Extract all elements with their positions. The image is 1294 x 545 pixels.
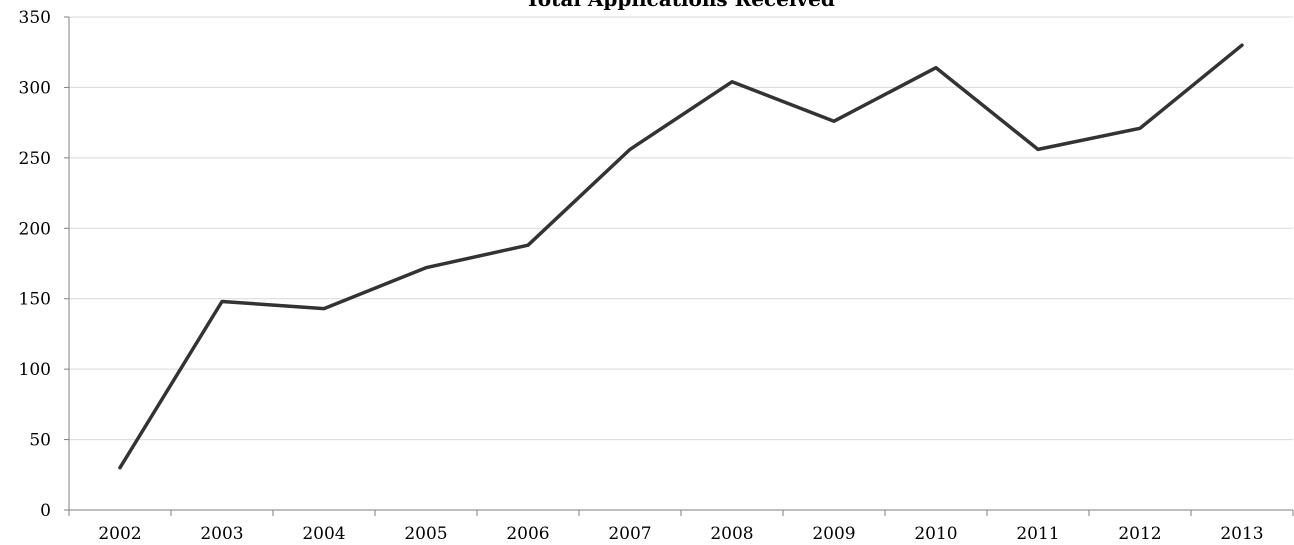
y-tick-label: 0 — [40, 501, 51, 521]
y-tick-label: 50 — [29, 431, 51, 451]
y-tick-label: 250 — [19, 149, 51, 169]
chart-title: Total Applications Received — [525, 0, 835, 11]
x-tick-label: 2003 — [200, 524, 243, 544]
x-tick-label: 2007 — [608, 524, 651, 544]
x-tick-label: 2012 — [1118, 524, 1161, 544]
gridlines — [69, 16, 1293, 441]
y-tick-label: 100 — [19, 360, 51, 380]
x-tick-label: 2009 — [812, 524, 855, 544]
y-tick-label: 150 — [19, 290, 51, 310]
x-tick-label: 2011 — [1016, 524, 1059, 544]
y-tick-label: 350 — [19, 8, 51, 28]
y-tick-label: 200 — [19, 219, 51, 239]
y-tick-label: 300 — [19, 78, 51, 98]
x-tick-label: 2008 — [710, 524, 753, 544]
x-tick-label: 2004 — [302, 524, 345, 544]
series-layer — [118, 43, 1244, 470]
axes — [64, 16, 1294, 516]
x-tick-label: 2006 — [506, 524, 549, 544]
x-tick-label: 2005 — [404, 524, 447, 544]
x-tick-label: 2013 — [1220, 524, 1263, 544]
x-tick-label: 2010 — [914, 524, 957, 544]
x-tick-label: 2002 — [98, 524, 141, 544]
series-line — [118, 43, 1244, 470]
tick-labels: 0 50 100 150 200 250 300 350 2002 2003 2004 2005 200… — [19, 8, 1264, 544]
